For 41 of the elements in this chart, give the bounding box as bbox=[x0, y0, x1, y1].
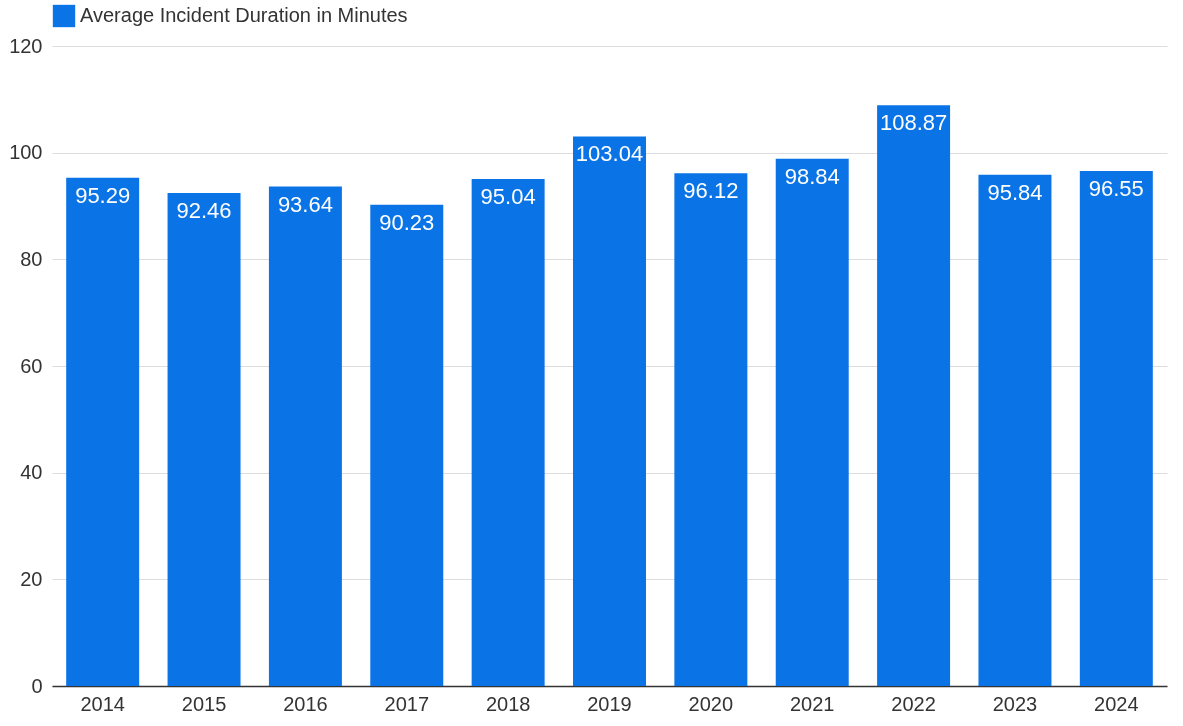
bar bbox=[674, 173, 748, 686]
bar bbox=[573, 136, 646, 686]
x-tick-label: 2024 bbox=[1094, 692, 1139, 715]
data-label: 108.87 bbox=[879, 110, 948, 136]
x-tick-label: 2015 bbox=[181, 692, 227, 715]
x-tick-label: 2019 bbox=[587, 692, 632, 715]
y-tick-label: 80 bbox=[20, 247, 43, 270]
x-tick-label: 2018 bbox=[485, 692, 531, 715]
x-tick-label: 2014 bbox=[80, 692, 125, 715]
data-label: 95.29 bbox=[75, 182, 131, 208]
y-tick-label: 100 bbox=[9, 141, 43, 164]
x-tick-label: 2022 bbox=[891, 692, 936, 715]
legend-label: Average Incident Duration in Minutes bbox=[80, 4, 408, 26]
data-label: 95.04 bbox=[480, 184, 536, 210]
y-tick-label: 40 bbox=[20, 461, 43, 484]
bar bbox=[471, 179, 545, 686]
bar bbox=[66, 177, 140, 686]
data-label: 90.23 bbox=[379, 209, 435, 235]
data-label: 96.12 bbox=[683, 178, 739, 204]
x-tick-label: 2016 bbox=[283, 692, 328, 715]
data-label: 103.04 bbox=[575, 141, 644, 167]
bar bbox=[877, 105, 951, 686]
y-tick-label: 20 bbox=[20, 567, 43, 590]
y-tick-label: 120 bbox=[9, 34, 43, 57]
data-label: 96.55 bbox=[1088, 176, 1144, 202]
bar bbox=[775, 158, 849, 686]
x-tick-label: 2021 bbox=[789, 692, 835, 715]
data-label: 95.84 bbox=[987, 179, 1043, 205]
data-label: 93.64 bbox=[277, 191, 333, 217]
x-tick-label: 2017 bbox=[384, 692, 430, 715]
bar bbox=[268, 186, 342, 686]
bar bbox=[167, 192, 241, 686]
bar bbox=[370, 204, 444, 686]
data-label: 98.84 bbox=[784, 163, 840, 189]
bar bbox=[978, 174, 1052, 686]
x-tick-label: 2020 bbox=[688, 692, 734, 715]
x-tick-label: 2023 bbox=[992, 692, 1038, 715]
y-tick-label: 0 bbox=[31, 674, 43, 697]
bar bbox=[1079, 171, 1153, 686]
y-tick-label: 60 bbox=[20, 354, 43, 377]
data-label: 92.46 bbox=[176, 197, 232, 223]
